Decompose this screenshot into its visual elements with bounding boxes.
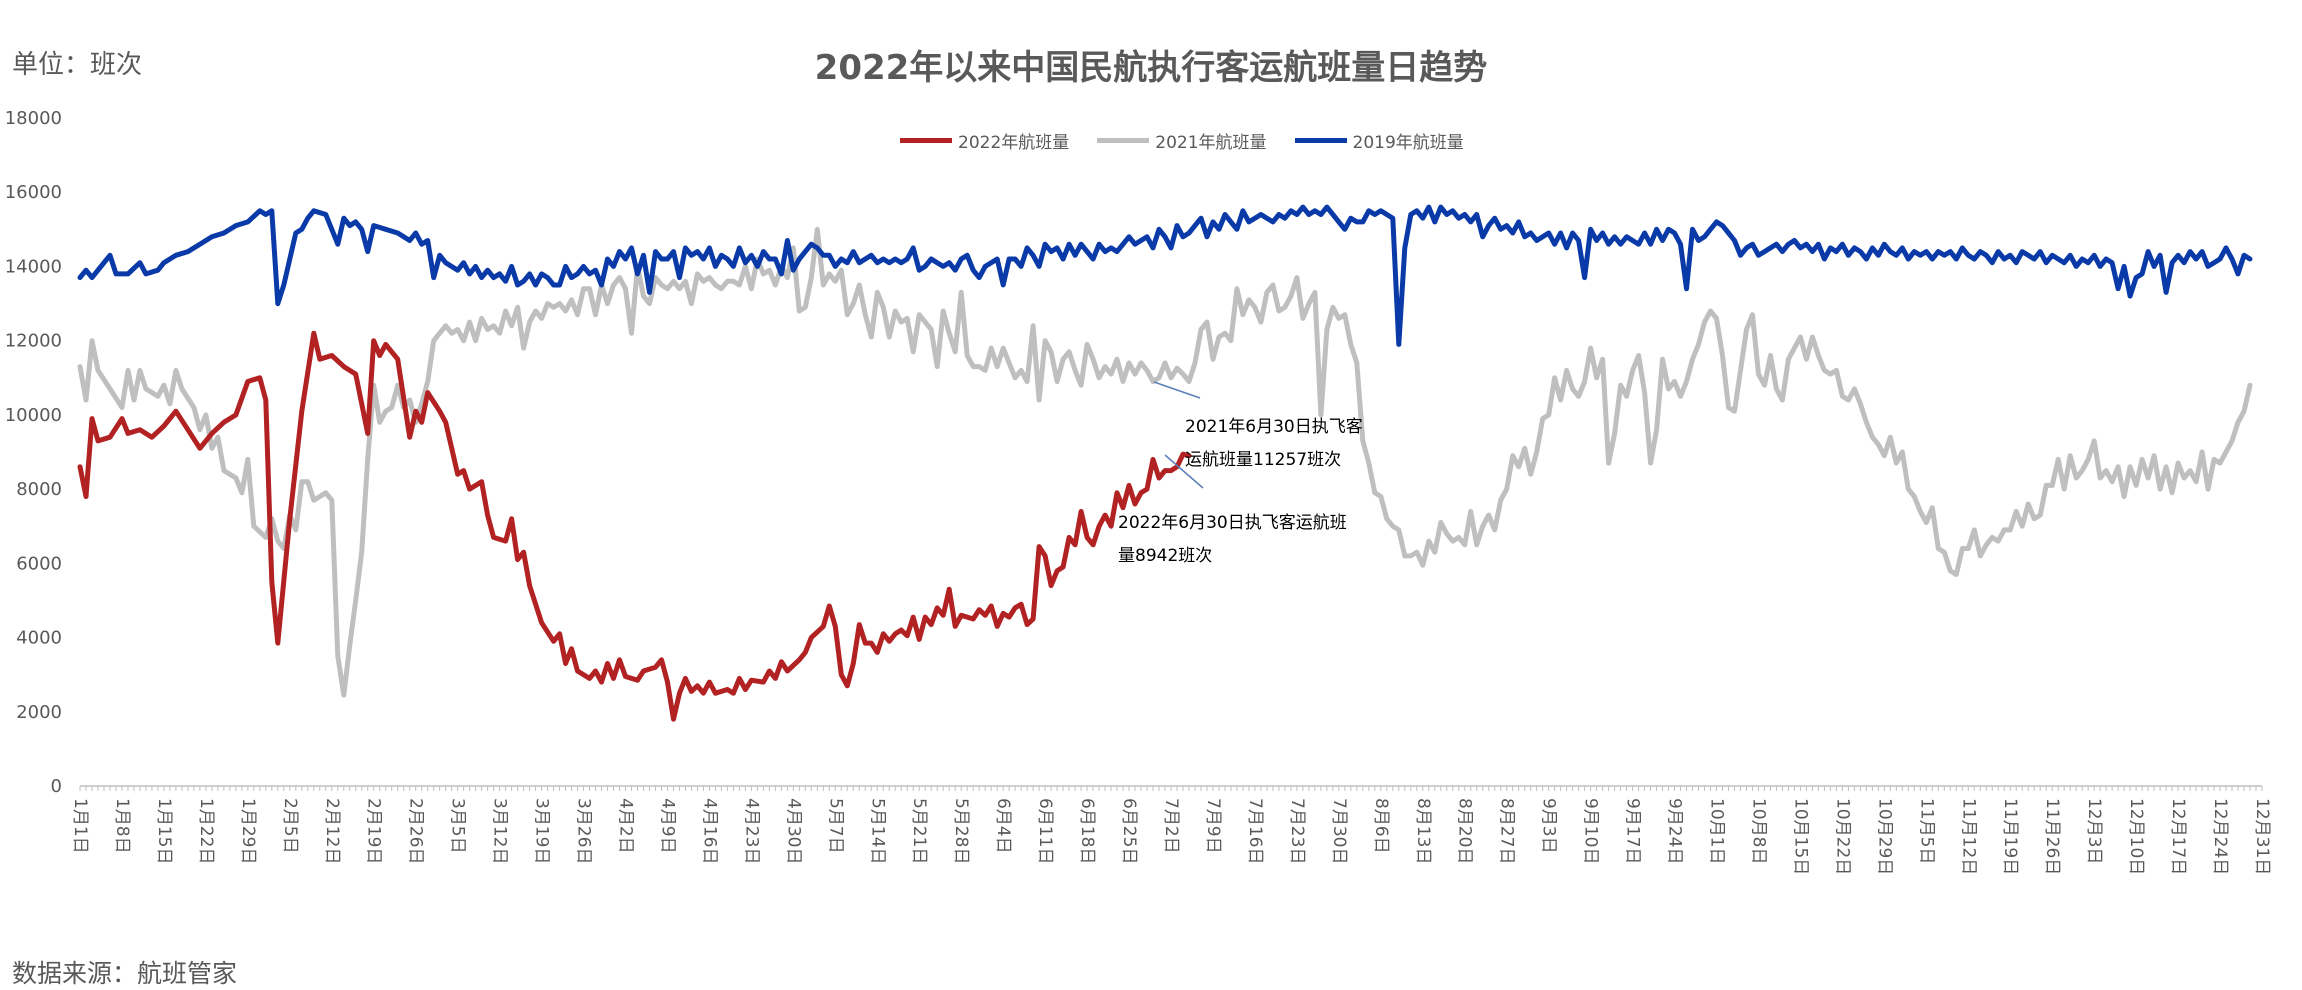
x-tick-label: 6月25日 xyxy=(1119,798,1139,864)
y-tick-label: 6000 xyxy=(16,553,62,574)
x-tick-label: 2月12日 xyxy=(322,798,342,864)
x-tick-label: 2月26日 xyxy=(406,798,426,864)
annotation-leader-line xyxy=(1153,381,1201,399)
x-tick-label: 7月2日 xyxy=(1161,798,1181,854)
x-tick-label: 9月17日 xyxy=(1623,798,1643,864)
x-tick-label: 12月10日 xyxy=(2126,798,2146,875)
x-tick-label: 4月9日 xyxy=(657,798,677,854)
x-tick-label: 10月22日 xyxy=(1832,798,1852,875)
series-line-2022 xyxy=(77,330,1192,722)
x-tick-label: 5月28日 xyxy=(951,798,971,864)
legend-item-2019: 2019年航班量 xyxy=(1294,128,1464,153)
x-tick-label: 11月26日 xyxy=(2042,798,2062,875)
annotation-text: 2022年6月30日执飞客运航班 xyxy=(1118,513,1347,533)
x-tick-label: 4月2日 xyxy=(616,798,636,854)
x-tick-label: 1月1日 xyxy=(70,798,90,854)
legend-label-2019: 2019年航班量 xyxy=(1352,133,1464,153)
chart-title: 2022年以来中国民航执行客运航班量日趋势 xyxy=(814,48,1488,88)
legend-swatch-2021 xyxy=(1097,138,1150,143)
x-tick-label: 9月10日 xyxy=(1581,798,1601,864)
legend-swatch-2019 xyxy=(1294,138,1347,143)
x-tick-label: 1月15日 xyxy=(154,798,174,864)
x-tick-label: 2月5日 xyxy=(280,798,300,854)
x-tick-label: 1月22日 xyxy=(196,798,216,864)
y-tick-label: 10000 xyxy=(5,405,62,426)
x-tick-label: 5月7日 xyxy=(825,798,845,854)
legend-item-2022: 2022年航班量 xyxy=(900,128,1069,153)
x-tick-label: 11月19日 xyxy=(2000,798,2020,875)
data-source: 数据来源：航班管家 xyxy=(12,959,238,988)
x-tick-label: 7月9日 xyxy=(1203,798,1223,854)
x-tick-label: 7月30日 xyxy=(1329,798,1349,864)
x-tick-label: 4月16日 xyxy=(699,798,719,864)
legend-label-2021: 2021年航班量 xyxy=(1155,133,1267,153)
x-tick-label: 3月19日 xyxy=(532,798,552,864)
y-tick-label: 14000 xyxy=(5,256,62,277)
x-tick-label: 11月5日 xyxy=(1916,798,1936,864)
annotation-text: 2021年6月30日执飞客 xyxy=(1185,417,1363,437)
x-tick-label: 7月23日 xyxy=(1287,798,1307,864)
y-tick-label: 4000 xyxy=(16,628,62,649)
x-tick-label: 12月17日 xyxy=(2168,798,2188,875)
annotation-leader-line xyxy=(1164,454,1204,489)
x-tick-label: 3月26日 xyxy=(574,798,594,864)
y-tick-label: 2000 xyxy=(16,702,62,723)
x-tick-label: 3月12日 xyxy=(490,798,510,864)
legend-swatch-2022 xyxy=(900,138,952,143)
x-tick-label: 5月14日 xyxy=(867,798,887,864)
x-tick-label: 12月31日 xyxy=(2252,798,2272,875)
x-tick-label: 1月8日 xyxy=(112,798,132,854)
y-tick-label: 0 xyxy=(51,776,62,797)
x-tick-label: 6月11日 xyxy=(1035,798,1055,864)
x-tick-label: 3月5日 xyxy=(448,798,468,854)
x-tick-label: 2月19日 xyxy=(364,798,384,864)
x-tick-label: 7月16日 xyxy=(1245,798,1265,864)
y-tick-label: 16000 xyxy=(5,182,62,203)
x-tick-label: 9月24日 xyxy=(1665,798,1685,864)
chart-legend: 2022年航班量 2021年航班量 2019年航班量 xyxy=(900,128,1464,153)
legend-label-2022: 2022年航班量 xyxy=(958,133,1070,153)
series-line-2019 xyxy=(77,204,2253,347)
x-tick-label: 4月30日 xyxy=(783,798,803,864)
x-tick-label: 10月15日 xyxy=(1790,798,1810,875)
unit-label: 单位：班次 xyxy=(12,50,143,80)
annotation-text: 运航班量11257班次 xyxy=(1185,450,1341,470)
annotation-text: 量8942班次 xyxy=(1118,546,1212,566)
x-tick-label: 12月3日 xyxy=(2084,798,2104,864)
x-tick-label: 8月13日 xyxy=(1413,798,1433,864)
x-tick-label: 1月29日 xyxy=(238,798,258,864)
x-tick-label: 10月8日 xyxy=(1748,798,1768,864)
x-tick-label: 12月24日 xyxy=(2210,798,2230,875)
series-line-2021 xyxy=(77,226,2253,698)
x-tick-label: 10月1日 xyxy=(1707,798,1727,864)
x-tick-label: 11月12日 xyxy=(1958,798,1978,875)
x-tick-label: 5月21日 xyxy=(909,798,929,864)
y-tick-label: 12000 xyxy=(5,331,62,352)
legend-item-2021: 2021年航班量 xyxy=(1097,128,1267,153)
x-tick-label: 6月18日 xyxy=(1077,798,1097,864)
x-tick-label: 10月29日 xyxy=(1874,798,1894,875)
y-tick-label: 8000 xyxy=(16,479,62,500)
x-tick-label: 8月6日 xyxy=(1371,798,1391,854)
x-tick-label: 8月20日 xyxy=(1455,798,1475,864)
x-tick-label: 6月4日 xyxy=(993,798,1013,854)
x-tick-label: 9月3日 xyxy=(1539,798,1559,854)
x-tick-label: 8月27日 xyxy=(1497,798,1517,864)
x-tick-label: 4月23日 xyxy=(741,798,761,864)
y-tick-label: 18000 xyxy=(5,108,62,129)
